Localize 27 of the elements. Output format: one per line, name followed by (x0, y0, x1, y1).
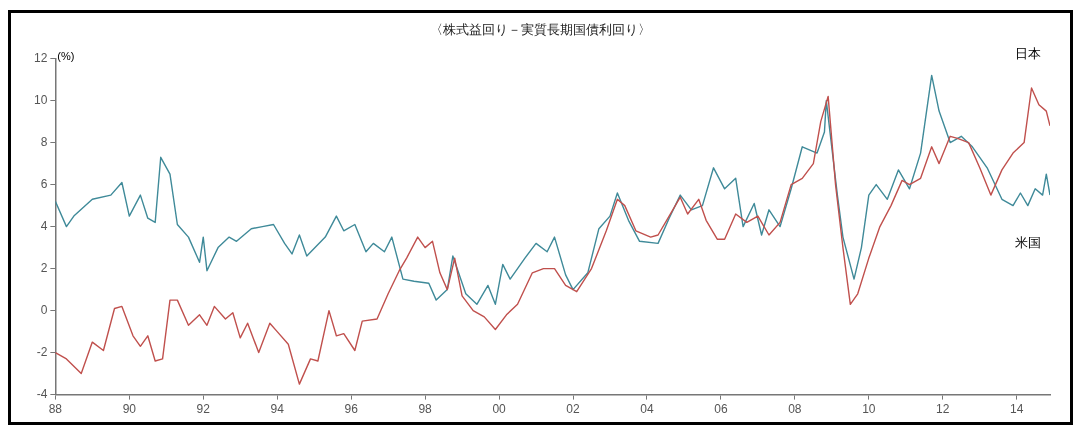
y-tick-label: 8 (40, 134, 48, 149)
x-tick-label: 06 (714, 402, 728, 417)
text: 日本 (1015, 45, 1041, 61)
x-tick-label: 88 (48, 402, 63, 417)
text: 米国 (1015, 235, 1041, 251)
y-tick-label: 4 (40, 218, 48, 233)
x-tick-label: 02 (566, 402, 580, 417)
y-tick-label: 0 (40, 302, 48, 317)
x-tick-label: 96 (344, 402, 359, 417)
y-tick-label: -2 (36, 344, 48, 359)
y-tick-label: 12 (33, 50, 48, 65)
x-tick-label: 04 (640, 402, 654, 417)
y-tick-label: 10 (33, 92, 48, 107)
y-tick-label: 2 (40, 260, 48, 275)
y-axis-title: (%) (57, 50, 75, 63)
x-tick-label: 12 (936, 402, 950, 417)
x-tick-label: 94 (270, 402, 285, 417)
x-tick-label: 92 (196, 402, 211, 417)
y-tick-label: -4 (36, 386, 48, 401)
x-tick-label: 00 (492, 402, 507, 417)
x-tick-label: 14 (1010, 402, 1024, 417)
x-tick-label: 08 (788, 402, 802, 417)
x-tick-label: 10 (862, 402, 876, 417)
x-tick-label: 98 (418, 402, 433, 417)
chart-title: 〈株式益回り－実質長期国債利回り〉 (430, 22, 651, 38)
x-tick-label: 90 (122, 402, 137, 417)
y-tick-label: 6 (40, 176, 48, 191)
